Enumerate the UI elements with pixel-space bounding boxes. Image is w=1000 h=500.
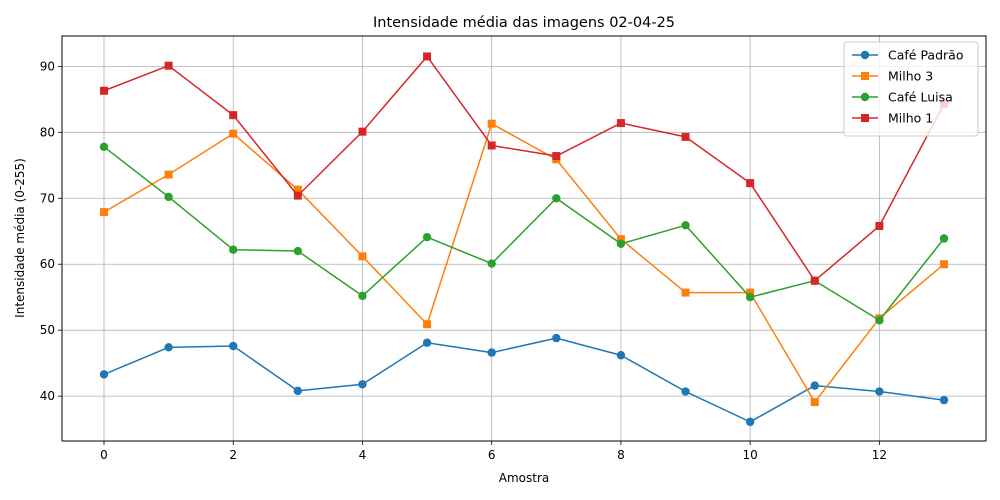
data-point <box>939 234 949 243</box>
data-point <box>487 141 496 150</box>
data-point <box>939 395 949 405</box>
y-tick-label: 50 <box>40 323 55 337</box>
data-point <box>681 387 690 396</box>
data-point <box>552 194 561 203</box>
chart-title: Intensidade média das imagens 02-04-25 <box>373 15 675 31</box>
data-point <box>810 398 819 407</box>
data-point <box>875 316 884 325</box>
data-point <box>422 338 432 347</box>
y-tick-label: 90 <box>40 59 55 73</box>
data-point <box>99 142 109 152</box>
legend-item: Milho 3 <box>852 69 933 84</box>
data-point <box>487 259 496 268</box>
x-axis-ticks: 0 2 4 6 8 10 12 <box>100 441 887 462</box>
data-point <box>745 293 755 302</box>
series-line <box>103 122 945 403</box>
legend-item: Milho 1 <box>852 111 933 126</box>
data-point <box>810 381 819 390</box>
data-point <box>681 221 690 230</box>
data-point <box>616 351 626 360</box>
data-point <box>423 320 432 329</box>
legend-marker <box>861 114 869 122</box>
data-point <box>422 232 432 242</box>
data-point <box>229 341 238 351</box>
data-point <box>164 192 173 202</box>
legend-marker <box>860 50 870 60</box>
data-point <box>293 191 302 200</box>
y-axis-ticks: 40 50 60 70 80 90 <box>40 59 62 403</box>
data-point <box>875 221 884 230</box>
series-layer <box>99 52 949 427</box>
legend-item: Café Luisa <box>852 90 953 105</box>
data-point <box>358 380 367 389</box>
data-point <box>293 185 302 194</box>
x-tick-label: 12 <box>872 448 887 462</box>
y-tick-label: 80 <box>40 125 55 139</box>
y-axis-label: Intensidade média (0-255) <box>13 158 27 318</box>
legend-label: Milho 3 <box>888 69 933 84</box>
plot-area-frame <box>61 35 987 442</box>
x-tick-label: 4 <box>359 448 367 462</box>
data-point <box>100 86 108 95</box>
legend-label: Café Padrão <box>888 48 963 63</box>
data-point <box>681 288 690 297</box>
x-tick-label: 8 <box>617 448 625 462</box>
data-point <box>940 260 948 269</box>
data-point <box>746 288 755 297</box>
data-point <box>616 239 626 248</box>
data-point <box>681 132 690 141</box>
data-point <box>616 119 625 128</box>
data-point <box>358 252 367 261</box>
legend-label: Café Luisa <box>888 90 953 105</box>
data-point <box>229 245 238 254</box>
series-line <box>103 337 945 423</box>
data-point <box>100 208 108 217</box>
series-4 <box>100 52 948 285</box>
series-2 <box>100 119 948 407</box>
data-point <box>487 119 496 128</box>
x-axis-label: Amostra <box>499 471 549 485</box>
data-point <box>552 152 561 161</box>
series-3 <box>99 142 949 325</box>
series-1 <box>99 333 949 427</box>
data-point <box>746 179 755 188</box>
data-point <box>423 52 432 61</box>
data-point <box>616 235 625 244</box>
data-point <box>358 291 367 301</box>
x-tick-label: 0 <box>100 448 108 462</box>
data-point <box>487 348 496 357</box>
data-point <box>810 276 819 285</box>
data-point <box>164 170 173 179</box>
data-point <box>552 333 561 343</box>
data-point <box>164 61 173 70</box>
legend-label: Milho 1 <box>888 111 933 126</box>
data-point <box>745 417 755 427</box>
data-point <box>164 343 173 352</box>
legend-marker <box>860 92 870 102</box>
legend-marker <box>861 72 869 80</box>
legend-box <box>843 41 979 137</box>
data-point <box>293 386 303 396</box>
series-line <box>103 55 945 282</box>
data-point <box>358 127 367 136</box>
x-tick-label: 2 <box>229 448 237 462</box>
series-line <box>103 146 945 322</box>
x-tick-label: 6 <box>488 448 496 462</box>
data-point <box>229 129 238 138</box>
data-point <box>293 246 303 256</box>
data-point <box>99 370 109 379</box>
y-tick-label: 40 <box>40 389 55 403</box>
data-point <box>875 387 884 396</box>
x-tick-label: 10 <box>743 448 758 462</box>
y-tick-label: 60 <box>40 257 55 271</box>
y-tick-label: 70 <box>40 191 55 205</box>
data-point <box>229 111 238 120</box>
legend: Café Padrão Milho 3 Café Luisa Milho 1 <box>843 41 979 137</box>
legend-item: Café Padrão <box>852 48 963 63</box>
